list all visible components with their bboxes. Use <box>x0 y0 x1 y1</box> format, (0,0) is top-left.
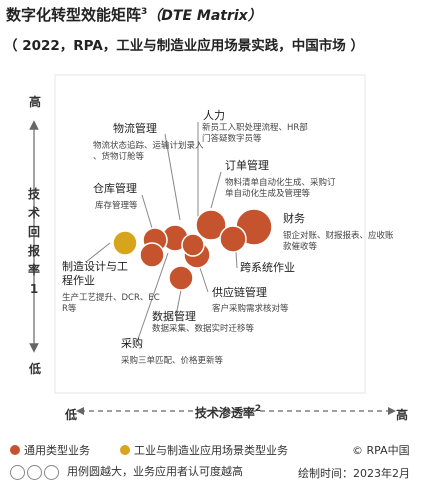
bubble-desc: 采购三单匹配、价格更新等 <box>121 355 224 366</box>
leader-line <box>210 171 222 209</box>
bubble-desc-line: 款催收等 <box>283 241 318 252</box>
legend-industry: 工业与制造业应用场景类型业务 <box>120 442 288 458</box>
bubble-label: 采购 <box>121 336 143 350</box>
legend-general-swatch <box>10 445 20 455</box>
bubble-desc-line: 生产工艺提升、DCR、EC <box>62 292 160 303</box>
bubble-desc-line: 库存管理等 <box>95 200 138 211</box>
bubble-general <box>219 225 247 253</box>
y-axis-title-char: 报 <box>28 243 40 258</box>
bubble-desc-line: 物料清单自动化生成、采购订 <box>225 177 336 188</box>
legend-general-label: 通用类型业务 <box>24 444 90 457</box>
y-axis-title-char: 术 <box>27 205 40 220</box>
bubble-general <box>168 265 194 291</box>
legend-industry-swatch <box>120 445 130 455</box>
y-axis-title-sup: 1 <box>30 282 38 296</box>
x-axis-arrow-left <box>76 407 84 415</box>
bubble-desc: 银企对账、财报报表、应收账款催收等 <box>283 230 394 252</box>
x-axis-title: 技术渗透率2 <box>195 404 261 420</box>
leader-line <box>175 289 182 317</box>
bubble-desc-line: 数据采集、数据实时迁移等 <box>152 323 255 334</box>
bubble-general <box>195 209 227 241</box>
size-note: 用例圆越大，业务应用者认可度越高 <box>67 465 243 478</box>
bubble-label-line: 程作业 <box>62 274 95 287</box>
bubble-desc: 物流状态追踪、运输计划录入、货物订舱等 <box>93 140 204 162</box>
bubble-label-line: 制造设计与工 <box>62 259 128 273</box>
leader-line <box>85 242 111 263</box>
bubble-desc-line: 物流状态追踪、运输计划录入 <box>93 140 204 151</box>
bubble-general <box>181 233 205 257</box>
bubble-label: 数据管理 <box>152 309 196 323</box>
x-axis-arrow-right <box>388 407 396 415</box>
y-high-label: 高 <box>29 94 41 109</box>
copyright: © RPA中国 <box>352 444 410 457</box>
size-ring-small <box>10 464 25 480</box>
y-axis-title-char: 技 <box>28 186 41 201</box>
y-low-label: 低 <box>28 361 41 376</box>
chart-title: 数字化转型效能矩阵3（DTE Matrix） <box>6 4 262 25</box>
bubble-general <box>139 242 165 268</box>
x-axis-title-sup: 2 <box>255 404 261 414</box>
y-axis-title-char: 率 <box>28 262 40 277</box>
bubble-label: 物流管理 <box>113 121 157 135</box>
bubble-desc: 库存管理等 <box>95 200 138 211</box>
size-ring-medium <box>27 464 42 480</box>
bubble-label: 供应链管理 <box>212 285 267 299</box>
bubble-label: 订单管理 <box>225 158 269 172</box>
leader-line <box>136 252 169 343</box>
bubble-desc: 新员工入职处理流程、HR部门答疑数字员等 <box>202 122 308 144</box>
y-axis-title: 技术回报率 1 <box>27 186 41 296</box>
legend-industry-label: 工业与制造业应用场景类型业务 <box>134 444 288 457</box>
legend-general: 通用类型业务 <box>10 442 90 458</box>
bubble-desc-line: 采购三单匹配、价格更新等 <box>121 355 224 366</box>
leader-line <box>141 194 153 229</box>
bubble-desc-line: R等 <box>62 303 77 314</box>
bubble-label: 财务 <box>283 211 305 225</box>
title-text: 数字化转型效能矩阵 <box>6 6 142 24</box>
bubble-desc: 客户采购需求核对等 <box>212 303 289 314</box>
bubble-desc-line: 门答疑数字员等 <box>202 133 262 144</box>
size-ring-large <box>44 464 59 480</box>
leader-line <box>199 267 209 293</box>
chart-subtitle: （ 2022，RPA，工业与制造业应用场景实践，中国市场 ） <box>4 38 364 54</box>
leader-line <box>235 251 238 269</box>
bubble-desc-line: 、货物订舱等 <box>93 151 145 162</box>
bubble-desc-line: 单自动化生成及管理等 <box>225 188 311 199</box>
bubble-desc-line: 客户采购需求核对等 <box>212 303 289 314</box>
bubble-desc-line: 新员工入职处理流程、HR部 <box>202 122 308 133</box>
bubble-desc: 数据采集、数据实时迁移等 <box>152 323 255 334</box>
y-axis-title-char: 回 <box>28 225 40 239</box>
size-legend: 用例圆越大，业务应用者认可度越高 <box>10 463 243 480</box>
leader-line <box>164 133 181 221</box>
bubble-desc-line: 银企对账、财报报表、应收账 <box>283 230 394 241</box>
bubble-desc: 生产工艺提升、DCR、EC R等 <box>62 292 160 314</box>
bubble-label: 制造设计与工程作业 <box>62 259 128 287</box>
bubble-desc: 物料清单自动化生成、采购订单自动化生成及管理等 <box>225 177 336 199</box>
draw-date: 绘制时间：2023年2月 <box>298 467 410 480</box>
title-paren: （DTE Matrix） <box>147 8 262 24</box>
title-superscript: 3 <box>141 7 148 17</box>
bubble-industry <box>112 230 138 256</box>
x-low-label: 低 <box>64 407 77 422</box>
x-high-label: 高 <box>396 407 408 422</box>
bubble-label: 仓库管理 <box>93 181 137 195</box>
bubble-label: 跨系统作业 <box>240 261 295 274</box>
bubble-label: 人力 <box>203 109 225 122</box>
x-axis-title-text: 技术渗透率 <box>195 405 255 420</box>
